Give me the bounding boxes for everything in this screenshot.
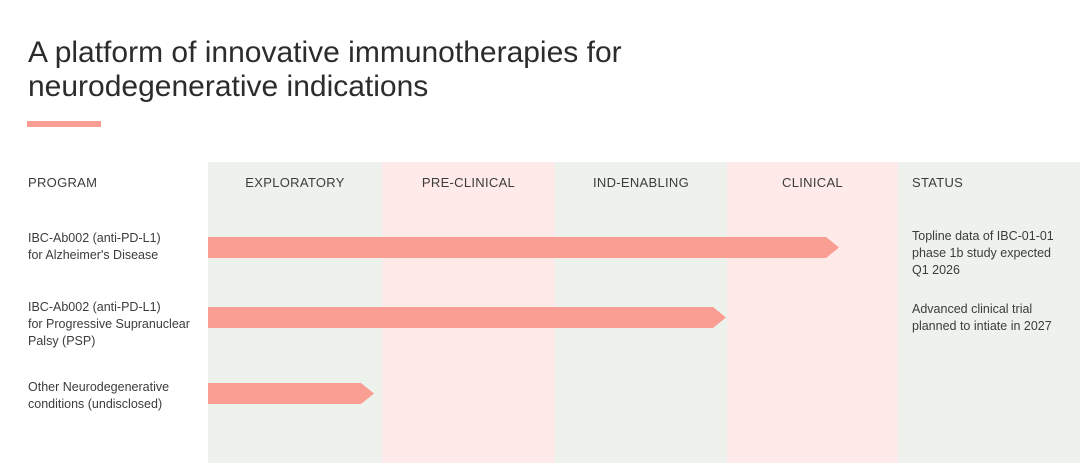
header-program: PROGRAM [28, 175, 98, 190]
progress-arrow-alzheimers [208, 237, 839, 258]
column-band-clinical [727, 162, 898, 463]
program-label-other: Other Neurodegenerative conditions (undi… [28, 380, 170, 411]
header-ind-enabling: IND-ENABLING [592, 175, 690, 190]
progress-arrow-psp [208, 307, 726, 328]
header-clinical: CLINICAL [782, 175, 843, 190]
progress-arrow-other [208, 383, 374, 404]
status-text-alzheimers: Topline data of IBC-01-01 phase 1b study… [912, 229, 1054, 277]
column-band-status [898, 162, 1080, 463]
header-pre-clinical: PRE-CLINICAL [421, 175, 516, 190]
header-status: STATUS [912, 175, 964, 190]
page-title: A platform of innovative immunotherapies… [28, 36, 622, 103]
title-underline-accent [27, 121, 101, 127]
program-label-psp: IBC-Ab002 (anti-PD-L1) for Progressive S… [28, 300, 190, 348]
status-text-psp: Advanced clinical trial planned to intia… [912, 302, 1052, 333]
header-exploratory: EXPLORATORY [245, 175, 345, 190]
program-label-alzheimers: IBC-Ab002 (anti-PD-L1) for Alzheimer's D… [28, 231, 161, 262]
